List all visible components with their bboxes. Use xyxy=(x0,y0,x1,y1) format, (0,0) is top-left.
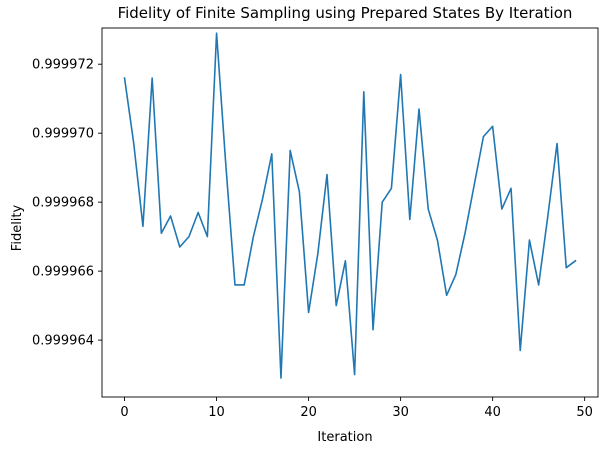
y-tick-label: 0.999970 xyxy=(32,127,94,142)
y-tick-label: 0.999972 xyxy=(32,58,94,73)
y-tick-label: 0.999966 xyxy=(32,265,94,280)
y-tick-label: 0.999968 xyxy=(32,196,94,211)
plot-area xyxy=(101,27,599,398)
series-line-0 xyxy=(123,32,577,379)
x-axis: 0 10 20 30 40 50 xyxy=(120,397,593,420)
y-axis-label: Fidelity xyxy=(10,204,25,251)
x-tick-label: 0 xyxy=(120,405,128,420)
plot-frame xyxy=(101,27,599,398)
x-tick-label: 50 xyxy=(576,405,593,420)
x-tick-label: 30 xyxy=(392,405,409,420)
x-tick-label: 10 xyxy=(208,405,225,420)
x-tick-label: 20 xyxy=(300,405,317,420)
y-axis: 0.999964 0.999966 0.999968 0.999970 0.999972 xyxy=(32,58,102,349)
x-tick-label: 40 xyxy=(484,405,501,420)
y-tick-label: 0.999964 xyxy=(32,334,94,349)
chart-title: Fidelity of Finite Sampling using Prepar… xyxy=(118,4,573,22)
x-axis-label: Iteration xyxy=(317,430,372,445)
